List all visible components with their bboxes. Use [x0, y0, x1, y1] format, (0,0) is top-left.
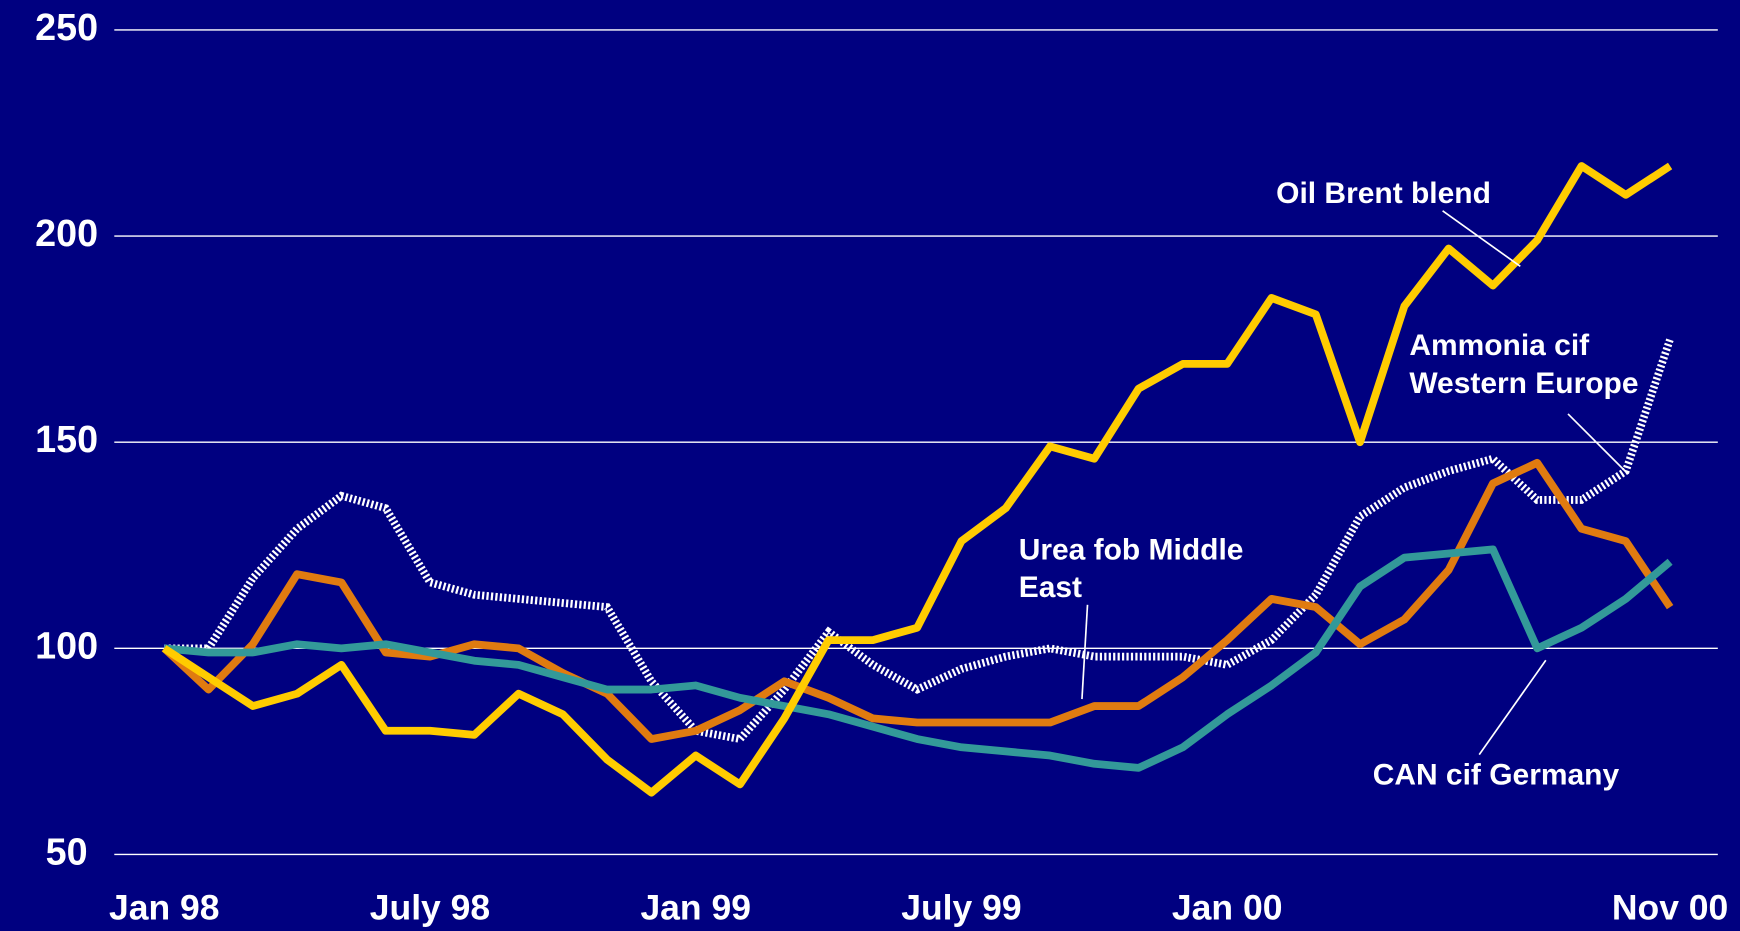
series-line [161, 458, 1674, 743]
x-tick-label: July 98 [370, 887, 490, 927]
x-tick-label: Nov 00 [1612, 887, 1728, 927]
series-label: Ammonia cif Western Europe [1409, 328, 1639, 400]
series-line [163, 545, 1673, 772]
y-tick-label: 150 [35, 418, 98, 460]
x-tick-label: Jan 99 [640, 887, 751, 927]
leader-line [1442, 210, 1521, 268]
x-tick-label: Jan 98 [109, 887, 220, 927]
series-line [162, 162, 1673, 797]
series-line [164, 337, 1674, 744]
series-label: Oil Brent blend [1276, 176, 1491, 210]
series-label: CAN cif Germany [1372, 757, 1620, 792]
leader-line [1478, 659, 1547, 756]
leader-line [1081, 604, 1089, 700]
y-tick-label: 200 [35, 212, 98, 254]
x-tick-label: Jan 00 [1172, 887, 1283, 927]
y-tick-label: 250 [35, 6, 98, 48]
x-tick-label: July 99 [901, 887, 1021, 927]
series-label: Urea fob Middle East [1018, 532, 1244, 604]
y-tick-label: 100 [35, 624, 98, 666]
y-tick-label: 50 [46, 830, 88, 872]
leader-line [1567, 413, 1627, 473]
